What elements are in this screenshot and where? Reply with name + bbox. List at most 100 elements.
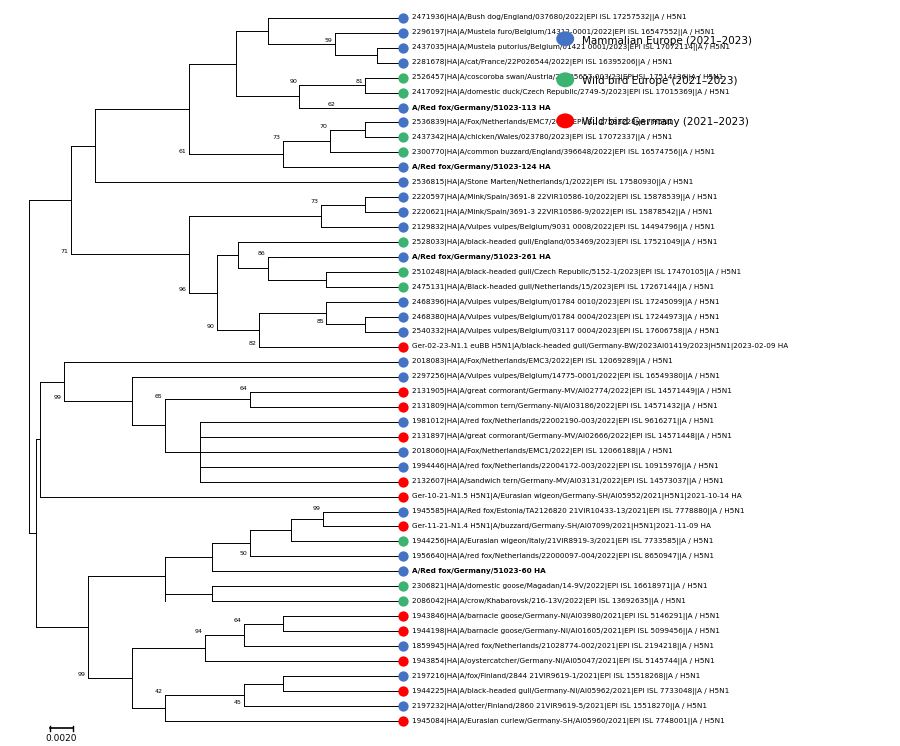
Text: 2437342|HA|A/chicken/Wales/023780/2023|EPI ISL 17072337||A / H5N1: 2437342|HA|A/chicken/Wales/023780/2023|E…	[412, 134, 672, 141]
Text: 2086042|HA|A/crow/Khabarovsk/216-13V/2022|EPI ISL 13692635||A / H5N1: 2086042|HA|A/crow/Khabarovsk/216-13V/202…	[412, 598, 686, 605]
Text: 2129832|HA|A/Vulpes vulpes/Belgium/9031 0008/2022|EPI ISL 14494796||A / H5N1: 2129832|HA|A/Vulpes vulpes/Belgium/9031 …	[412, 224, 716, 231]
Point	[396, 42, 410, 54]
Point	[396, 116, 410, 128]
Text: 1981012|HA|A/red fox/Netherlands/22002190-003/2022|EPI ISL 9616271||A / H5N1: 1981012|HA|A/red fox/Netherlands/2200219…	[412, 419, 715, 425]
Text: 1944225|HA|A/black-headed gull/Germany-NI/AI05962/2021|EPI ISL 7733048||A / H5N1: 1944225|HA|A/black-headed gull/Germany-N…	[412, 688, 730, 695]
Point	[396, 57, 410, 69]
Text: 70: 70	[320, 125, 328, 129]
Text: 1944256|HA|A/Eurasian wigeon/Italy/21VIR8919-3/2021|EPI ISL 7733585||A / H5N1: 1944256|HA|A/Eurasian wigeon/Italy/21VIR…	[412, 538, 714, 545]
Text: 2417092|HA|A/domestic duck/Czech Republic/2749-5/2023|EPI ISL 17015369||A / H5N1: 2417092|HA|A/domestic duck/Czech Republi…	[412, 89, 730, 96]
Point	[396, 341, 410, 353]
Point	[396, 281, 410, 293]
Text: 64: 64	[234, 618, 242, 623]
Text: 1944198|HA|A/barnacle goose/Germany-NI/AI01605/2021|EPI ISL 5099456||A / H5N1: 1944198|HA|A/barnacle goose/Germany-NI/A…	[412, 627, 720, 635]
Text: 2131905|HA|A/great cormorant/Germany-MV/AI02774/2022|EPI ISL 14571449||A / H5N1: 2131905|HA|A/great cormorant/Germany-MV/…	[412, 389, 733, 395]
Text: A/Red fox/Germany/51023-261 HA: A/Red fox/Germany/51023-261 HA	[412, 254, 551, 260]
Text: 1956640|HA|A/red fox/Netherlands/22000097-004/2022|EPI ISL 8650947||A / H5N1: 1956640|HA|A/red fox/Netherlands/2200009…	[412, 553, 715, 560]
Text: 90: 90	[289, 79, 297, 84]
Text: 85: 85	[316, 319, 324, 324]
Text: 2300770|HA|A/common buzzard/England/396648/2022|EPI ISL 16574756||A / H5N1: 2300770|HA|A/common buzzard/England/3966…	[412, 149, 716, 156]
Point	[396, 101, 410, 113]
Text: 81: 81	[356, 79, 363, 84]
Point	[396, 715, 410, 727]
Text: 65: 65	[155, 394, 163, 398]
Point	[396, 445, 410, 457]
Text: A/Red fox/Germany/51023-60 HA: A/Red fox/Germany/51023-60 HA	[412, 568, 546, 574]
Point	[396, 371, 410, 383]
Point	[396, 146, 410, 158]
Point	[396, 27, 410, 39]
Text: Ger-11-21-N1.4 H5N1|A/buzzard/Germany-SH/AI07099/2021|H5N1|2021-11-09 HA: Ger-11-21-N1.4 H5N1|A/buzzard/Germany-SH…	[412, 523, 711, 530]
Point	[396, 580, 410, 592]
Point	[396, 595, 410, 607]
Point	[396, 610, 410, 622]
Point	[396, 87, 410, 98]
Point	[396, 207, 410, 219]
Text: 2540332|HA|A/Vulpes vulpes/Belgium/03117 0004/2023|EPI ISL 17606758||A / H5N1: 2540332|HA|A/Vulpes vulpes/Belgium/03117…	[412, 328, 720, 336]
Text: 2468380|HA|A/Vulpes vulpes/Belgium/01784 0004/2023|EPI ISL 17244973||A / H5N1: 2468380|HA|A/Vulpes vulpes/Belgium/01784…	[412, 313, 720, 321]
Text: 2510248|HA|A/black-headed gull/Czech Republic/5152-1/2023|EPI ISL 17470105||A / : 2510248|HA|A/black-headed gull/Czech Rep…	[412, 269, 742, 275]
Text: 2306821|HA|A/domestic goose/Magadan/14-9V/2022|EPI ISL 16618971||A / H5N1: 2306821|HA|A/domestic goose/Magadan/14-9…	[412, 583, 707, 590]
Text: 2296197|HA|A/Mustela furo/Belgium/14312-0001/2022|EPI ISL 16547552||A / H5N1: 2296197|HA|A/Mustela furo/Belgium/14312-…	[412, 29, 716, 37]
Point	[396, 565, 410, 577]
Point	[396, 491, 410, 503]
Point	[396, 236, 410, 248]
Point	[396, 326, 410, 338]
Point	[396, 296, 410, 308]
Text: 71: 71	[61, 248, 68, 254]
Text: 2197232|HA|A/otter/Finland/2860 21VIR9619-5/2021|EPI ISL 15518270||A / H5N1: 2197232|HA|A/otter/Finland/2860 21VIR961…	[412, 703, 707, 709]
Text: 2468396|HA|A/Vulpes vulpes/Belgium/01784 0010/2023|EPI ISL 17245099||A / H5N1: 2468396|HA|A/Vulpes vulpes/Belgium/01784…	[412, 298, 720, 306]
Text: 94: 94	[195, 629, 203, 634]
Text: 59: 59	[324, 38, 332, 43]
Point	[396, 655, 410, 667]
Point	[396, 266, 410, 278]
Point	[396, 685, 410, 697]
Point	[396, 191, 410, 203]
Text: 96: 96	[178, 287, 186, 292]
Point	[396, 251, 410, 263]
Text: 99: 99	[77, 672, 86, 677]
Text: 2220597|HA|A/Mink/Spain/3691-8 22VIR10586-10/2022|EPI ISL 15878539||A / H5N1: 2220597|HA|A/Mink/Spain/3691-8 22VIR1058…	[412, 194, 717, 201]
Text: 1943854|HA|A/oystercatcher/Germany-NI/AI05047/2021|EPI ISL 5145744||A / H5N1: 1943854|HA|A/oystercatcher/Germany-NI/AI…	[412, 658, 715, 665]
Text: 64: 64	[239, 386, 248, 391]
Text: 2132607|HA|A/sandwich tern/Germany-MV/AI03131/2022|EPI ISL 14573037||A / H5N1: 2132607|HA|A/sandwich tern/Germany-MV/AI…	[412, 478, 724, 485]
Text: 82: 82	[249, 341, 257, 346]
Text: 62: 62	[328, 101, 336, 107]
Text: 2131809|HA|A/common tern/Germany-NI/AI03186/2022|EPI ISL 14571432||A / H5N1: 2131809|HA|A/common tern/Germany-NI/AI03…	[412, 404, 718, 410]
Point	[396, 430, 410, 442]
Text: Mammalian Europe (2021–2023): Mammalian Europe (2021–2023)	[582, 36, 752, 46]
Text: 2536839|HA|A/Fox/Netherlands/EMC7/2022|EPI ISL 17583228||A / H5N1: 2536839|HA|A/Fox/Netherlands/EMC7/2022|E…	[412, 119, 673, 126]
Text: 1945084|HA|A/Eurasian curlew/Germany-SH/AI05960/2021|EPI ISL 7748001||A / H5N1: 1945084|HA|A/Eurasian curlew/Germany-SH/…	[412, 718, 725, 724]
Point	[396, 416, 410, 427]
Text: 2220621|HA|A/Mink/Spain/3691-3 22VIR10586-9/2022|EPI ISL 15878542||A / H5N1: 2220621|HA|A/Mink/Spain/3691-3 22VIR1058…	[412, 209, 713, 216]
Text: 2131897|HA|A/great cormorant/Germany-MV/AI02666/2022|EPI ISL 14571448||A / H5N1: 2131897|HA|A/great cormorant/Germany-MV/…	[412, 433, 733, 440]
Text: 1945585|HA|A/Red fox/Estonia/TA2126820 21VIR10433-13/2021|EPI ISL 7778880||A / H: 1945585|HA|A/Red fox/Estonia/TA2126820 2…	[412, 508, 745, 515]
Point	[396, 476, 410, 488]
Text: A/Red fox/Germany/51023-124 HA: A/Red fox/Germany/51023-124 HA	[412, 164, 551, 170]
Point	[396, 506, 410, 518]
Text: 0.0020: 0.0020	[46, 734, 77, 743]
Point	[396, 131, 410, 143]
Text: 2526457|HA|A/coscoroba swan/Austria/23005657-003/23|EPI ISL 17514136||A / H5N1: 2526457|HA|A/coscoroba swan/Austria/2300…	[412, 74, 724, 81]
Point	[396, 161, 410, 173]
Text: 2281678|HA|A/cat/France/22P026544/2022|EPI ISL 16395206||A / H5N1: 2281678|HA|A/cat/France/22P026544/2022|E…	[412, 59, 673, 66]
Text: 73: 73	[273, 136, 281, 140]
Text: 45: 45	[234, 700, 242, 705]
Text: Wild bird Europe (2021–2023): Wild bird Europe (2021–2023)	[582, 76, 738, 87]
Text: Ger-10-21-N1.5 H5N1|A/Eurasian wigeon/Germany-SH/AI05952/2021|H5N1|2021-10-14 HA: Ger-10-21-N1.5 H5N1|A/Eurasian wigeon/Ge…	[412, 493, 742, 500]
Text: 99: 99	[312, 506, 320, 511]
Text: 2471936|HA|A/Bush dog/England/037680/2022|EPI ISL 17257532||A / H5N1: 2471936|HA|A/Bush dog/England/037680/202…	[412, 14, 687, 21]
Text: 2018060|HA|A/Fox/Netherlands/EMC1/2022|EPI ISL 12066188||A / H5N1: 2018060|HA|A/Fox/Netherlands/EMC1/2022|E…	[412, 448, 673, 455]
Text: 99: 99	[54, 395, 61, 401]
Point	[396, 670, 410, 682]
Point	[396, 311, 410, 323]
Text: 2437035|HA|A/Mustela putorius/Belgium/01421 0001/2023|EPI ISL 17072114||A / H5N1: 2437035|HA|A/Mustela putorius/Belgium/01…	[412, 44, 730, 51]
Point	[396, 401, 410, 413]
Text: Wild bird Germany (2021–2023): Wild bird Germany (2021–2023)	[582, 116, 750, 127]
Text: 1943846|HA|A/barnacle goose/Germany-NI/AI03980/2021|EPI ISL 5146291||A / H5N1: 1943846|HA|A/barnacle goose/Germany-NI/A…	[412, 612, 720, 620]
Text: 86: 86	[257, 251, 266, 257]
Text: 50: 50	[239, 551, 248, 556]
Text: 61: 61	[178, 148, 186, 154]
Point	[396, 176, 410, 188]
Point	[396, 640, 410, 652]
